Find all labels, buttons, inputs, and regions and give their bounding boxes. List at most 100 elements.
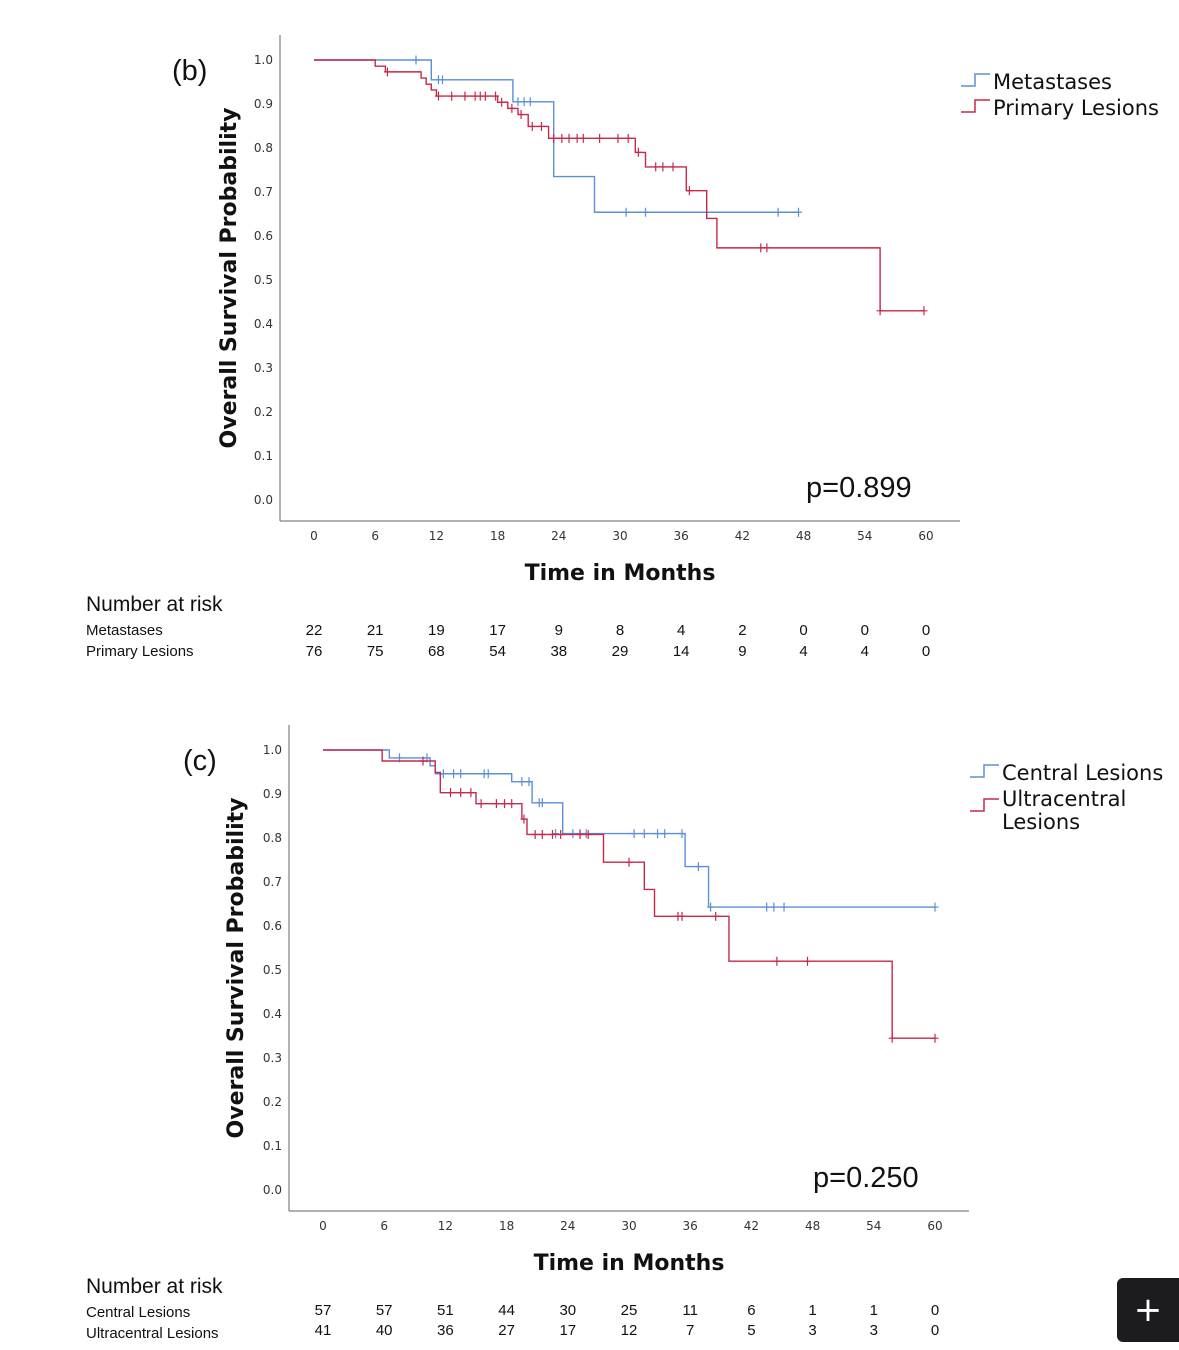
censor-mark-primary-lesions (614, 133, 622, 143)
censor-mark-primary-lesions (652, 162, 660, 172)
x-tick-label: 48 (796, 529, 811, 543)
risk-value: 51 (437, 1302, 454, 1319)
p-value-annotation: p=0.250 (813, 1162, 919, 1194)
censor-mark-central-lesions (538, 798, 546, 808)
risk-value: 0 (931, 1322, 939, 1339)
censor-mark-ultracentral-lesions (549, 829, 556, 839)
x-tick-label: 18 (490, 529, 505, 543)
censor-mark-primary-lesions (558, 133, 566, 143)
x-tick-label: 54 (857, 529, 872, 543)
risk-value: 22 (306, 622, 323, 639)
risk-value: 17 (489, 622, 506, 639)
x-axis-title: Time in Months (525, 561, 716, 586)
censor-mark-primary-lesions (434, 91, 442, 101)
series-line-metastases (314, 59, 799, 213)
series-line-ultracentral-lesions (323, 749, 935, 1039)
chart-panel-b: (b) Overall Survival Probability 0.00.10… (86, 35, 1159, 660)
censor-mark-primary-lesions (448, 91, 456, 101)
legend: Metastases Primary Lesions (961, 70, 1159, 120)
censor-mark-metastases (795, 207, 802, 217)
censor-mark-central-lesions (569, 829, 577, 839)
censor-mark-primary-lesions (634, 147, 642, 157)
risk-value: 5 (747, 1322, 755, 1339)
x-tick-label: 24 (560, 1219, 575, 1233)
risk-value: 12 (621, 1322, 638, 1339)
risk-row-label: Central Lesions (86, 1304, 190, 1321)
add-button[interactable]: + (1117, 1278, 1179, 1342)
censor-mark-central-lesions (661, 829, 669, 839)
risk-table: Number at risk Central Lesions Ultracent… (86, 1275, 939, 1342)
legend-swatch-central-lesions (970, 764, 999, 778)
legend: Central Lesions Ultracentral Lesions (970, 761, 1163, 834)
y-tick-label: 0.9 (254, 97, 273, 111)
censor-mark-primary-lesions (481, 91, 489, 101)
censor-mark-ultracentral-lesions (804, 956, 811, 966)
risk-value: 0 (861, 622, 869, 639)
censor-mark-primary-lesions (685, 186, 693, 196)
censor-mark-ultracentral-lesions (931, 1033, 939, 1043)
risk-value: 41 (315, 1322, 332, 1339)
x-tick-label: 30 (612, 529, 627, 543)
censor-mark-ultracentral-lesions (501, 799, 509, 809)
x-tick-label: 60 (918, 529, 933, 543)
censor-mark-ultracentral-lesions (457, 788, 465, 798)
censor-mark-central-lesions (640, 829, 648, 839)
censor-mark-central-lesions (780, 902, 788, 912)
risk-value: 9 (555, 622, 563, 639)
x-axis-title: Time in Months (534, 1251, 725, 1276)
censor-mark-metastases (439, 75, 447, 85)
censor-mark-ultracentral-lesions (576, 829, 584, 839)
risk-value: 3 (870, 1322, 878, 1339)
x-tick-label: 24 (551, 529, 566, 543)
x-ticks: 0 6 12 18 24 30 36 42 48 54 60 (310, 529, 933, 543)
legend-swatch-ultracentral-lesions (970, 798, 999, 812)
risk-value: 57 (315, 1302, 332, 1319)
risk-value: 44 (498, 1302, 515, 1319)
censor-mark-ultracentral-lesions (508, 799, 516, 809)
risk-value: 7 (686, 1322, 694, 1339)
y-tick-label: 0.8 (254, 141, 273, 155)
y-tick-label: 0.5 (263, 963, 282, 977)
censor-mark-ultracentral-lesions (419, 756, 427, 766)
risk-table-title: Number at risk (86, 593, 223, 616)
risk-value: 54 (489, 643, 506, 660)
y-tick-label: 0.1 (254, 449, 273, 463)
y-tick-label: 0.7 (263, 875, 282, 889)
risk-value: 2 (738, 622, 746, 639)
risk-value: 9 (738, 643, 746, 660)
legend-swatch-metastases (961, 73, 990, 87)
y-tick-label: 0.7 (254, 185, 273, 199)
censor-mark-primary-lesions (624, 133, 632, 143)
legend-label-ultracentral-lesions-line2: Lesions (1002, 810, 1080, 834)
censor-mark-primary-lesions (537, 121, 545, 131)
y-tick-label: 0.4 (263, 1007, 282, 1021)
y-tick-label: 0.0 (254, 493, 273, 507)
panel-label: (b) (172, 55, 207, 87)
censor-mark-ultracentral-lesions (538, 829, 546, 839)
censor-mark-ultracentral-lesions (477, 799, 485, 809)
risk-value: 75 (367, 643, 384, 660)
risk-value: 1 (870, 1302, 878, 1319)
risk-table-title: Number at risk (86, 1275, 223, 1298)
censor-mark-primary-lesions (573, 133, 581, 143)
censor-mark-ultracentral-lesions (531, 829, 539, 839)
censor-mark-central-lesions (518, 777, 526, 787)
censor-mark-central-lesions (450, 769, 458, 779)
x-tick-label: 36 (674, 529, 689, 543)
x-tick-label: 42 (744, 1219, 759, 1233)
x-ticks: 0 6 12 18 24 30 36 42 48 54 60 (319, 1219, 942, 1233)
risk-value: 0 (922, 643, 930, 660)
risk-value: 29 (612, 643, 629, 660)
censor-mark-primary-lesions (492, 91, 500, 101)
legend-label-ultracentral-lesions: Ultracentral (1002, 787, 1126, 811)
censor-mark-ultracentral-lesions (712, 911, 720, 921)
y-ticks: 0.0 0.1 0.2 0.3 0.4 0.5 0.6 0.7 0.8 0.9 1.0 (263, 743, 282, 1197)
censor-mark-central-lesions (630, 829, 638, 839)
series-line-primary-lesions (314, 59, 924, 312)
censor-mark-primary-lesions (528, 121, 536, 131)
censor-mark-primary-lesions (550, 133, 558, 143)
risk-table: Number at risk Metastases Primary Lesion… (86, 593, 930, 660)
censor-mark-primary-lesions (383, 67, 391, 77)
legend-swatch-primary-lesions (961, 99, 990, 113)
